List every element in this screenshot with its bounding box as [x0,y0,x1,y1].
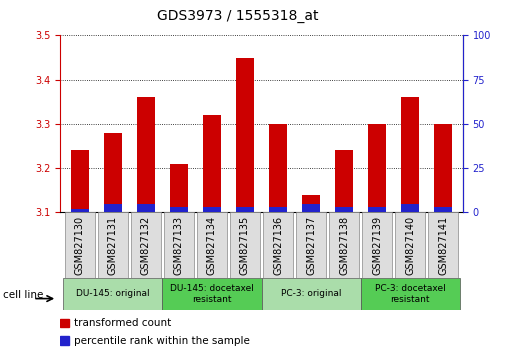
Bar [302,204,320,212]
Bar [434,124,452,212]
Text: DU-145: docetaxel
resistant: DU-145: docetaxel resistant [170,284,254,303]
FancyBboxPatch shape [296,212,326,278]
Text: GSM827130: GSM827130 [75,216,85,275]
FancyBboxPatch shape [63,278,163,310]
Text: GSM827139: GSM827139 [372,216,382,275]
Bar [236,57,254,212]
FancyBboxPatch shape [329,212,359,278]
Text: GSM827141: GSM827141 [438,216,448,275]
Text: PC-3: original: PC-3: original [281,289,342,298]
Bar [401,97,419,212]
Bar [368,124,386,212]
Bar [269,124,287,212]
Bar [137,97,155,212]
Text: GSM827135: GSM827135 [240,216,250,275]
FancyBboxPatch shape [230,212,260,278]
Text: GSM827132: GSM827132 [141,216,151,275]
FancyBboxPatch shape [428,212,458,278]
Bar [401,204,419,212]
Bar [203,207,221,212]
FancyBboxPatch shape [360,278,460,310]
Bar [269,207,287,212]
Text: percentile rank within the sample: percentile rank within the sample [74,336,250,346]
Bar [236,207,254,212]
Bar [71,150,89,212]
Bar [60,319,69,327]
FancyBboxPatch shape [163,278,262,310]
Text: GSM827138: GSM827138 [339,216,349,275]
Bar [104,133,122,212]
FancyBboxPatch shape [164,212,194,278]
Text: GSM827140: GSM827140 [405,216,415,275]
Text: GSM827134: GSM827134 [207,216,217,275]
Text: transformed count: transformed count [74,318,172,328]
Text: GSM827133: GSM827133 [174,216,184,275]
Bar [104,204,122,212]
Bar [137,204,155,212]
FancyBboxPatch shape [262,278,360,310]
FancyBboxPatch shape [395,212,425,278]
Bar [335,207,353,212]
Text: DU-145: original: DU-145: original [76,289,150,298]
Bar [203,115,221,212]
Text: GDS3973 / 1555318_at: GDS3973 / 1555318_at [157,9,319,23]
Text: GSM827137: GSM827137 [306,216,316,275]
FancyBboxPatch shape [197,212,227,278]
Bar [71,209,89,212]
Text: GSM827131: GSM827131 [108,216,118,275]
FancyBboxPatch shape [263,212,293,278]
Bar [302,195,320,212]
Bar [335,150,353,212]
Bar [434,207,452,212]
FancyBboxPatch shape [65,212,95,278]
FancyBboxPatch shape [98,212,128,278]
FancyBboxPatch shape [131,212,161,278]
Text: GSM827136: GSM827136 [273,216,283,275]
Bar [60,336,69,345]
Text: PC-3: docetaxel
resistant: PC-3: docetaxel resistant [374,284,446,303]
Bar [170,164,188,212]
Bar [368,207,386,212]
FancyBboxPatch shape [362,212,392,278]
Text: cell line: cell line [3,290,43,300]
Bar [170,207,188,212]
